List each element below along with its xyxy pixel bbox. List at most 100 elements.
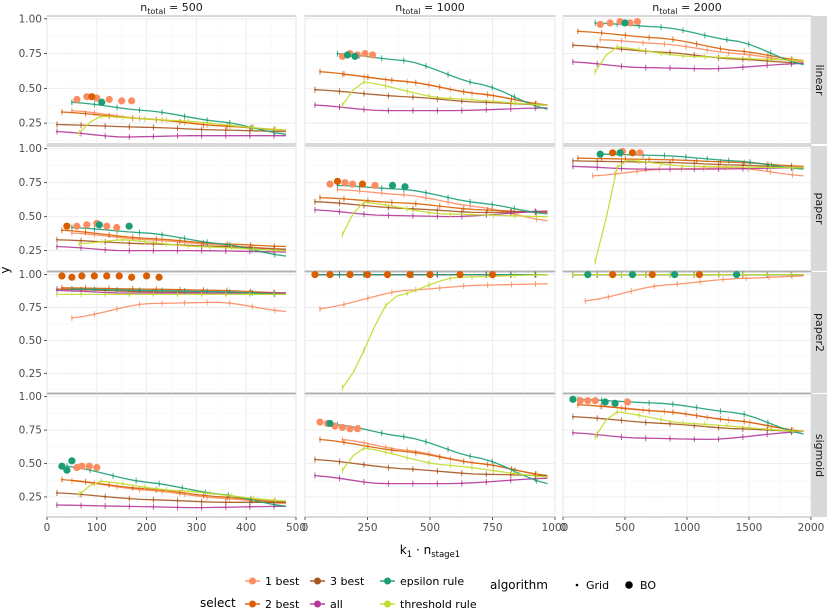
bo-point-1-best (353, 425, 362, 433)
grid-point (717, 163, 720, 166)
legend-item-3-best: 3 best (310, 575, 365, 588)
grid-point (93, 233, 96, 236)
grid-point (152, 498, 155, 501)
grid-point (725, 56, 728, 59)
grid-point (208, 246, 211, 248)
grid-point (135, 479, 138, 482)
x-axis-title-text: k1 · nstage1 (400, 543, 460, 560)
grid-point (485, 273, 488, 276)
grid-point (513, 207, 516, 210)
grid-point (769, 58, 772, 61)
grid-point (743, 413, 746, 416)
bo-point-epsilon-rule (388, 181, 397, 190)
grid-point (200, 249, 203, 252)
grid-point (228, 291, 231, 293)
grid-point (176, 293, 179, 296)
row-strip-background (811, 394, 827, 517)
bo-point-2-best (115, 272, 123, 280)
grid-point (143, 240, 146, 243)
grid-point (336, 188, 339, 191)
y-tick-label: 0.75 (19, 48, 42, 60)
bo-point-epsilon-rule (601, 398, 609, 406)
grid-point (469, 81, 472, 83)
bo-point-2-best (58, 272, 66, 280)
series-line-1-best (592, 167, 804, 177)
grid-point (206, 290, 209, 293)
grid-point (71, 232, 73, 234)
grid-point (343, 73, 345, 75)
grid-point (596, 417, 599, 420)
grid-point (594, 22, 597, 24)
grid-point (717, 426, 720, 429)
grid-point (471, 276, 473, 278)
grid-point (165, 488, 168, 491)
grid-point (449, 97, 452, 100)
bo-point-epsilon-rule (611, 399, 619, 407)
grid-point (61, 229, 63, 232)
series-line-2-best (577, 404, 804, 433)
grid-point (121, 116, 124, 119)
grid-point (693, 168, 696, 170)
grid-point (226, 496, 228, 499)
y-tick-label: 0.50 (19, 458, 42, 470)
grid-point (161, 239, 163, 242)
grid-point (314, 88, 316, 91)
bo-point-2-best (88, 93, 96, 101)
grid-point (660, 163, 662, 165)
bo-point-1-best (584, 397, 592, 405)
grid-point (747, 57, 750, 60)
grid-point (178, 491, 181, 494)
series-line-3-best (56, 492, 286, 503)
bo-point-1-best (591, 397, 599, 405)
grid-point (390, 79, 393, 82)
series-line-threshold-rule (341, 273, 548, 389)
grid-point (600, 32, 603, 34)
y-tick-label: 0.50 (19, 211, 42, 223)
grid-point (341, 233, 344, 236)
series-line-threshold-rule (594, 411, 804, 438)
grid-point (471, 466, 473, 469)
bo-point-1-best (371, 181, 379, 190)
grid-point (158, 482, 161, 485)
bo-point-2-best (326, 271, 334, 279)
grid-point (703, 55, 706, 58)
grid-point (767, 54, 769, 57)
grid-point (616, 410, 619, 413)
y-tick-label: 0.25 (19, 491, 42, 503)
grid-point (131, 288, 134, 290)
grid-point (152, 505, 155, 508)
grid-point (224, 250, 227, 252)
grid-point (402, 435, 405, 438)
y-tick-label: 1.00 (19, 269, 42, 281)
grid-point (387, 482, 390, 485)
x-tick-label: 0 (560, 522, 567, 534)
grid-point (56, 123, 58, 126)
grid-point (384, 85, 387, 87)
grid-point (71, 317, 73, 319)
bo-point-1-best (85, 462, 93, 470)
legend-item-all: all (310, 598, 343, 611)
bo-point-epsilon-rule (569, 395, 577, 403)
grid-point (252, 497, 255, 500)
grid-point (248, 505, 251, 508)
bo-point-epsilon-rule (401, 183, 409, 191)
grid-point (648, 158, 651, 161)
bo-point-1-best (128, 97, 136, 105)
grid-point (84, 287, 87, 289)
series-line-threshold-rule (341, 447, 548, 478)
grid-point (644, 273, 647, 276)
grid-point (725, 165, 728, 168)
grid-point (534, 283, 537, 285)
x-tick-label: 500 (420, 522, 440, 534)
series-line-all (56, 130, 286, 138)
grid-point (669, 51, 671, 54)
legend-item-1-best: 1 best (245, 575, 300, 588)
legend-swatch-dot (249, 577, 256, 585)
grid-point (791, 166, 794, 169)
grid-point (224, 129, 227, 132)
grid-point (206, 301, 209, 304)
grid-point (535, 215, 538, 218)
series-line-all (572, 430, 804, 441)
bo-point-2-best (648, 271, 656, 279)
grid-point (620, 40, 623, 42)
